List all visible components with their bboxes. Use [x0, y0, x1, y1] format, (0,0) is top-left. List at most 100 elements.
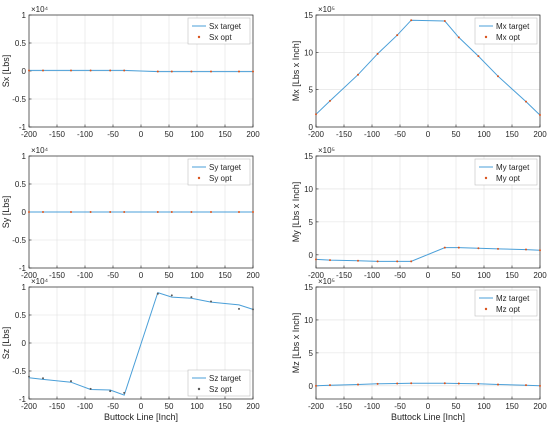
data-point — [497, 75, 499, 78]
data-point — [539, 114, 541, 117]
legend: Sy target Sy opt — [187, 158, 251, 186]
data-point — [190, 211, 193, 213]
data-point — [497, 383, 499, 386]
axis-exponent: ×10⁵ — [318, 146, 335, 155]
legend-marker-swatch — [484, 35, 488, 39]
data-point — [410, 382, 413, 385]
data-point — [252, 308, 254, 311]
legend-marker-swatch — [197, 387, 201, 391]
chart-mz: -200 -150 -100 -50 0 50 100 150 200 0 5 10 15 ×10⁵ Mz … — [291, 277, 547, 422]
data-point — [238, 211, 240, 213]
data-point — [315, 113, 317, 116]
x-tick-label: -100 — [364, 130, 381, 139]
series-line — [315, 382, 541, 387]
x-tick-label: 100 — [190, 130, 204, 139]
series-line — [315, 247, 541, 262]
x-tick-label: 0 — [139, 130, 144, 139]
data-point — [357, 259, 359, 262]
data-point — [170, 211, 173, 213]
x-tick-label: 50 — [165, 130, 174, 139]
series-mz-target — [315, 382, 541, 387]
legend-box — [474, 158, 538, 186]
series-my-opt — [315, 246, 541, 263]
data-point — [525, 248, 527, 251]
data-point — [457, 36, 460, 39]
legend-label: My opt — [496, 174, 521, 183]
data-point — [42, 211, 44, 213]
y-tick-label: -1 — [19, 264, 27, 273]
x-tick-label: 50 — [165, 402, 174, 411]
data-point — [410, 19, 413, 22]
series-line — [28, 291, 254, 396]
x-tick-label: 150 — [218, 402, 232, 411]
y-tick-label: 1 — [22, 152, 27, 161]
data-point — [89, 69, 92, 72]
x-tick-label: -200 — [308, 402, 325, 411]
data-point — [89, 387, 92, 390]
data-point — [315, 384, 317, 387]
x-tick-label: 150 — [218, 271, 232, 280]
x-tick-label: 50 — [452, 130, 461, 139]
y-tick-label: -1 — [19, 395, 27, 404]
legend-box — [187, 17, 251, 45]
y-tick-label: 15 — [304, 11, 313, 20]
data-point — [28, 211, 30, 213]
data-point — [252, 70, 254, 73]
data-point — [70, 69, 72, 72]
x-tick-label: -50 — [394, 402, 406, 411]
x-tick-label: 200 — [246, 130, 260, 139]
data-point — [190, 296, 193, 299]
y-tick-label: 10 — [304, 48, 313, 57]
series-mx-target — [315, 19, 541, 116]
data-point — [210, 300, 212, 303]
data-point — [329, 259, 331, 262]
y-tick-label: 0.5 — [15, 311, 27, 320]
y-axis-label: Sy [Lbs] — [1, 196, 11, 229]
x-tick-label: 50 — [165, 271, 174, 280]
legend-marker-swatch — [484, 176, 488, 180]
data-point — [210, 70, 212, 73]
data-point — [123, 211, 126, 213]
y-axis-label: Sx [Lbs] — [1, 55, 11, 88]
x-tick-label: 200 — [246, 402, 260, 411]
data-point — [497, 247, 499, 250]
x-tick-label: -200 — [308, 271, 325, 280]
data-point — [477, 247, 480, 250]
x-tick-label: 50 — [452, 271, 461, 280]
data-point — [238, 70, 240, 73]
legend-label: Mx target — [496, 22, 530, 31]
axis-exponent: ×10⁵ — [318, 5, 335, 14]
y-tick-label: 0.5 — [15, 180, 27, 189]
legend-label: Sz target — [209, 374, 242, 383]
y-axis-label: My [Lbs x Inch] — [291, 182, 301, 243]
x-tick-label: 200 — [533, 130, 547, 139]
legend-label: Mz target — [496, 294, 530, 303]
series-sz-opt — [28, 292, 254, 394]
data-point — [443, 382, 446, 385]
x-tick-label: -150 — [336, 402, 353, 411]
data-point — [396, 34, 399, 37]
x-tick-label: 0 — [139, 271, 144, 280]
legend-box — [474, 289, 538, 317]
data-point — [123, 391, 126, 394]
data-point — [539, 249, 541, 252]
x-tick-label: -100 — [364, 271, 381, 280]
y-tick-label: -0.5 — [12, 95, 26, 104]
data-point — [42, 377, 44, 380]
data-point — [210, 211, 212, 213]
data-point — [477, 55, 480, 58]
data-point — [109, 390, 112, 393]
x-tick-label: 0 — [139, 402, 144, 411]
data-point — [457, 382, 460, 385]
x-tick-label: -200 — [308, 130, 325, 139]
data-point — [156, 211, 159, 213]
legend: Mz target Mz opt — [474, 289, 538, 317]
x-tick-label: -50 — [394, 130, 406, 139]
y-tick-label: 1 — [22, 11, 27, 20]
legend-label: Mx opt — [496, 33, 521, 42]
data-point — [70, 211, 72, 213]
x-tick-label: 150 — [505, 402, 519, 411]
legend-marker-swatch — [197, 176, 201, 180]
y-tick-label: 15 — [304, 283, 313, 292]
x-tick-label: -100 — [364, 402, 381, 411]
